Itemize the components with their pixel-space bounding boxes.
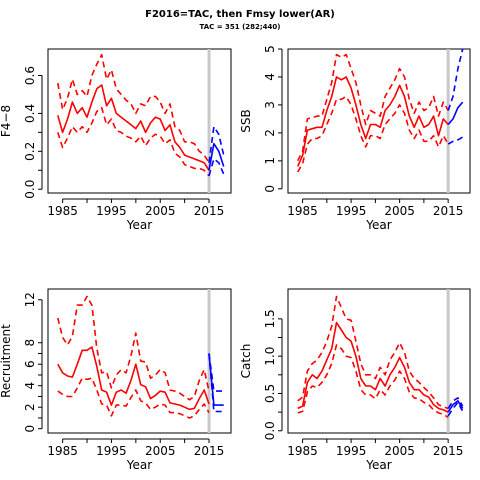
y-tick-label: 0	[23, 425, 37, 433]
y-tick-label: 4	[263, 73, 277, 81]
y-tick-label: 2	[23, 403, 37, 411]
y-tick-label: 1	[263, 157, 277, 165]
history-lower-line	[57, 106, 210, 177]
x-tick-label: 1995	[96, 444, 127, 458]
history-median-line	[297, 321, 449, 413]
x-axis-title: Year	[365, 218, 391, 232]
panel-ssb: 1985 1995 2005 2015 Year 0 1 2 3 4 5 SSB	[239, 45, 471, 232]
y-tick-label: 2	[263, 129, 277, 137]
x-tick-label: 2015	[194, 204, 225, 218]
x-tick-label: 2005	[145, 444, 176, 458]
y-tick-label: 0	[263, 185, 277, 193]
y-tick-label: 0.4	[23, 104, 37, 123]
x-tick-label: 1985	[287, 444, 318, 458]
forecast-median-line	[208, 142, 225, 171]
y-axis-title: Catch	[239, 344, 253, 379]
x-tick-label: 2005	[384, 444, 415, 458]
x-tick-label: 2015	[194, 444, 225, 458]
y-tick-label: 12	[23, 292, 37, 307]
forecast-lower-line	[447, 136, 464, 145]
y-tick-label: 0.5	[263, 384, 277, 403]
forecast-median-line	[208, 353, 224, 406]
x-tick-label: 1985	[47, 204, 78, 218]
forecast-upper-line	[208, 353, 224, 392]
x-tick-label: 2015	[433, 204, 464, 218]
x-tick-label: 1995	[336, 444, 367, 458]
forecast-lower-line	[208, 158, 225, 177]
x-tick-label: 1995	[336, 204, 367, 218]
x-tick-label: 1985	[47, 444, 78, 458]
x-axis-title: Year	[126, 218, 152, 232]
forecast-upper-line	[447, 48, 464, 111]
y-tick-label: 3	[263, 101, 277, 109]
history-upper-line	[57, 295, 210, 401]
y-tick-label: 8	[23, 339, 37, 347]
x-tick-label: 1995	[96, 204, 127, 218]
history-median-line	[57, 84, 210, 171]
history-median-line	[296, 76, 449, 167]
forecast-upper-line	[447, 397, 464, 409]
plot-frame	[47, 288, 232, 434]
x-tick-label: 2015	[433, 444, 464, 458]
plot-frame	[287, 288, 471, 434]
forecast-upper-line	[208, 125, 225, 163]
history-median-line	[57, 346, 210, 411]
y-axis-title: F̄4−8	[0, 105, 13, 137]
history-upper-line	[296, 53, 449, 162]
y-axis-title: SSB	[239, 109, 253, 132]
y-tick-label: 0.0	[23, 180, 37, 199]
history-upper-line	[297, 295, 449, 410]
forecast-lower-line	[447, 401, 464, 417]
y-tick-label: 0.0	[263, 421, 277, 440]
x-tick-label: 2005	[384, 204, 415, 218]
chart-title: F2016=TAC, then Fmsy lower(AR)	[145, 9, 335, 20]
forecast-median-line	[447, 400, 464, 413]
history-lower-line	[297, 344, 449, 418]
panel-fbar: 1985 1995 2005 2015 Year 0.0 0.2 0.4 0.6 F̄4−8	[0, 48, 232, 232]
panel-catch: 1985 1995 2005 2015 Year 0.0 0.5 1.0 1.5 Catch	[239, 288, 471, 472]
y-tick-label: 4	[23, 382, 37, 390]
forecast-median-line	[447, 101, 464, 126]
x-tick-label: 1985	[287, 204, 318, 218]
y-tick-label: 6	[23, 360, 37, 368]
panel-recruitment: 1985 1995 2005 2015 Year 0 2 4 6 8 12 Recruitment	[0, 288, 232, 472]
x-axis-title: Year	[126, 458, 152, 472]
history-upper-line	[57, 53, 210, 164]
y-tick-label: 1.0	[263, 347, 277, 366]
x-axis-title: Year	[365, 458, 391, 472]
x-tick-label: 2005	[145, 204, 176, 218]
forecast-lower-line	[208, 353, 224, 413]
plot-frame	[287, 48, 471, 194]
history-lower-line	[297, 95, 449, 173]
y-tick-label: 1.5	[263, 309, 277, 328]
y-axis-title: Recruitment	[0, 324, 13, 398]
y-tick-label: 0.2	[23, 142, 37, 161]
y-tick-label: 0.6	[23, 66, 37, 85]
history-lower-line	[57, 377, 210, 419]
chart-subtitle: TAC = 351 (282;440)	[199, 23, 281, 31]
plot-frame	[47, 48, 232, 194]
y-tick-label: 5	[263, 45, 277, 53]
